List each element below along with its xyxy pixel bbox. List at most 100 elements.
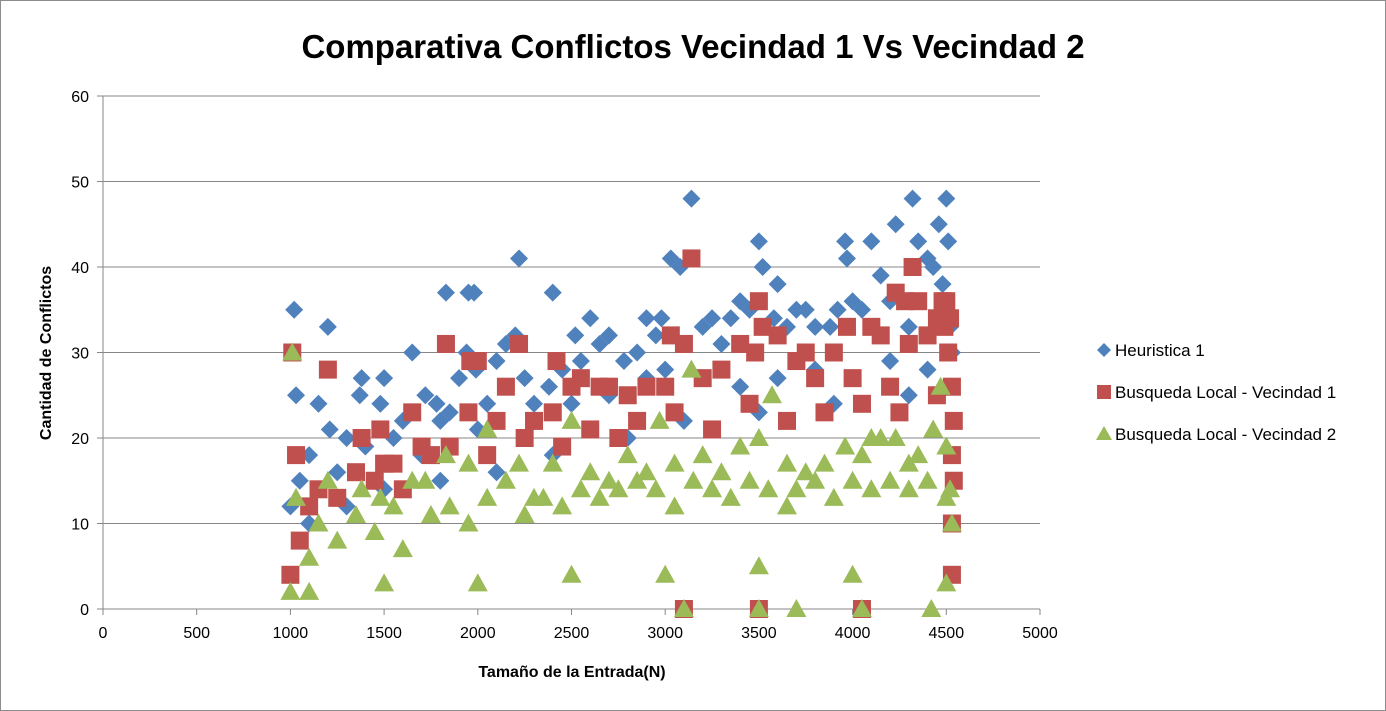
data-point-triangle (402, 470, 423, 489)
data-point-square (525, 411, 544, 430)
data-point-square (581, 420, 600, 439)
data-point-triangle (664, 453, 685, 472)
data-point-triangle (923, 419, 944, 438)
x-tick-label: 0 (99, 625, 108, 642)
data-point-triangle (327, 530, 348, 549)
data-point-square (496, 377, 515, 396)
data-point-square (371, 420, 390, 439)
data-point-triangle (458, 513, 479, 532)
data-point-diamond (753, 258, 772, 276)
chart-title: Comparativa Conflictos Vecindad 1 Vs Vec… (301, 28, 1084, 65)
data-point-square (665, 403, 684, 422)
x-tick-label: 4000 (835, 625, 871, 642)
data-point-triangle (467, 573, 488, 592)
data-point-square (712, 360, 731, 379)
data-point-triangle (351, 479, 372, 498)
data-point-triangle (570, 479, 591, 498)
x-tick-label: 5000 (1022, 625, 1058, 642)
data-point-triangle (420, 504, 441, 523)
data-point-triangle (299, 581, 320, 600)
data-point-triangle (917, 470, 938, 489)
y-tick-label: 50 (71, 175, 89, 192)
data-point-square (796, 343, 815, 362)
data-point-diamond (806, 317, 825, 336)
data-point-triangle (941, 513, 962, 532)
data-point-square (599, 377, 618, 396)
data-point-square (543, 403, 562, 422)
data-point-square (346, 463, 365, 482)
data-point-triangle (842, 564, 863, 583)
data-point-triangle (730, 436, 751, 455)
data-point-triangle (673, 599, 694, 617)
data-point-triangle (345, 504, 366, 523)
data-point-square (421, 446, 440, 465)
data-point-diamond (924, 258, 943, 276)
data-point-triangle (702, 479, 723, 498)
legend-label: Busqueda Local - Vecindad 2 (1115, 425, 1336, 444)
data-point-triangle (308, 513, 329, 532)
data-point-triangle (617, 445, 638, 464)
data-point-square (740, 394, 759, 413)
data-point-square (881, 377, 900, 396)
data-point-diamond (637, 309, 656, 328)
data-point-triangle (415, 470, 436, 489)
data-point-triangle (664, 496, 685, 515)
data-point-diamond (371, 394, 390, 413)
data-point-diamond (403, 343, 422, 362)
legend-item: Heuristica 1 (1097, 341, 1205, 360)
data-point-square (939, 343, 958, 362)
legend-item: Busqueda Local - Vecindad 1 (1097, 383, 1336, 402)
data-point-triangle (627, 470, 648, 489)
data-point-diamond (540, 377, 559, 396)
data-point-triangle (762, 385, 783, 404)
data-point-triangle (552, 496, 573, 515)
data-point-triangle (936, 436, 957, 455)
data-point-triangle (645, 479, 666, 498)
data-point-triangle (374, 573, 395, 592)
data-point-triangle (392, 539, 413, 558)
data-point-diamond (721, 309, 740, 328)
data-point-diamond (487, 352, 506, 371)
x-tick-label: 1000 (273, 625, 309, 642)
data-point-triangle (851, 445, 872, 464)
data-point-diamond (450, 369, 469, 388)
data-point-square (571, 369, 590, 388)
data-point-triangle (282, 342, 303, 361)
data-point-diamond (646, 326, 665, 345)
data-point-square (618, 386, 637, 405)
data-point-diamond (285, 300, 304, 319)
data-point-diamond (328, 463, 347, 482)
x-tick-label: 2500 (554, 625, 590, 642)
y-tick-label: 0 (80, 602, 89, 619)
data-point-square (824, 343, 843, 362)
y-tick-label: 20 (71, 431, 89, 448)
y-tick-label: 10 (71, 517, 89, 534)
data-point-diamond (465, 283, 484, 302)
data-point-triangle (317, 470, 338, 489)
data-point-triangle (908, 445, 929, 464)
data-point-triangle (851, 599, 872, 617)
legend-square-icon (1097, 385, 1111, 399)
data-point-triangle (748, 556, 769, 575)
data-point-diamond (918, 360, 937, 379)
data-point-diamond (903, 189, 922, 208)
data-point-diamond (796, 300, 815, 319)
data-point-diamond (543, 283, 562, 302)
data-point-diamond (431, 471, 450, 490)
data-point-triangle (280, 581, 301, 600)
data-point-square (768, 326, 787, 345)
axes (97, 95, 1041, 615)
data-point-triangle (649, 410, 670, 429)
data-point-triangle (439, 496, 460, 515)
data-point-square (290, 531, 309, 550)
data-point-diamond (899, 317, 918, 336)
x-tick-label: 3500 (741, 625, 777, 642)
data-point-square (899, 334, 918, 353)
data-point-square (815, 403, 834, 422)
data-point-triangle (930, 376, 951, 395)
data-point-diamond (375, 369, 394, 388)
data-point-square (300, 497, 319, 516)
y-tick-label: 30 (71, 346, 89, 363)
